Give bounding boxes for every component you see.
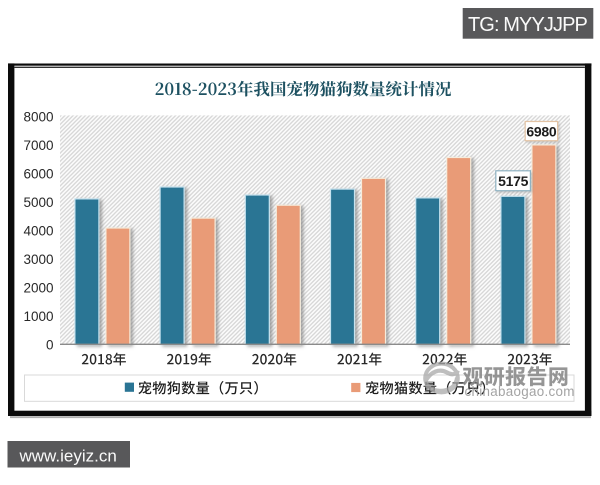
svg-text:5175: 5175 [498,173,528,189]
svg-text:6980: 6980 [526,124,556,140]
svg-text:4000: 4000 [23,223,53,238]
svg-text:chinabaogao.com: chinabaogao.com [465,384,575,399]
svg-text:TG: MYYJJPP: TG: MYYJJPP [468,14,588,36]
svg-text:7000: 7000 [23,138,53,153]
svg-text:www.ieyiz.cn: www.ieyiz.cn [19,446,117,465]
svg-text:6000: 6000 [23,166,53,181]
svg-text:3000: 3000 [23,252,53,267]
svg-text:5000: 5000 [23,195,53,210]
svg-text:1000: 1000 [23,309,53,324]
svg-text:0: 0 [46,337,54,352]
svg-text:2000: 2000 [23,280,53,295]
svg-text:8000: 8000 [23,109,53,124]
